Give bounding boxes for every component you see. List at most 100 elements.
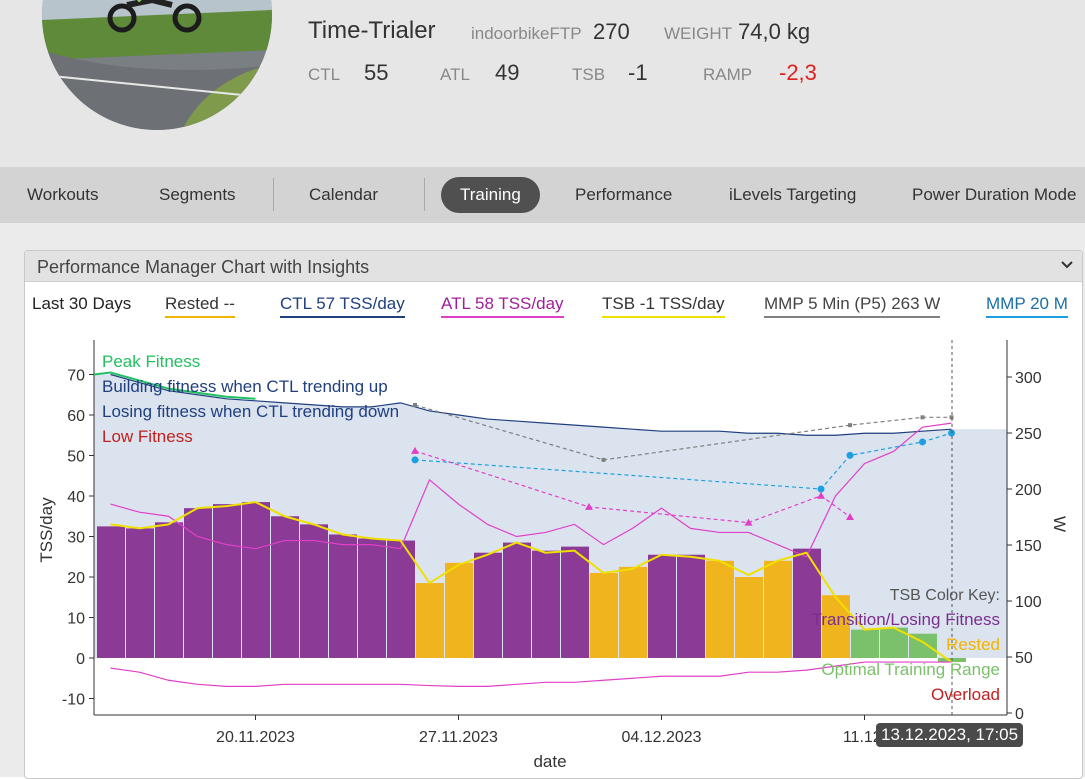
tsb-key-item: Rested <box>946 635 1000 654</box>
tsb-bar[interactable] <box>764 560 792 658</box>
tab-power-duration-model[interactable]: Power Duration Mode <box>912 185 1077 204</box>
tab-performance[interactable]: Performance <box>575 185 673 204</box>
tsb-bar[interactable] <box>619 566 647 658</box>
tab-calendar[interactable]: Calendar <box>309 185 378 204</box>
tsb-bar[interactable] <box>735 577 763 658</box>
tsb-bar[interactable] <box>155 522 183 658</box>
tsb-bar[interactable] <box>793 548 821 658</box>
tsb-bar[interactable] <box>474 552 502 658</box>
legend-rested[interactable]: Rested -- <box>165 294 235 318</box>
mmp-marker[interactable] <box>817 485 825 493</box>
tab-training[interactable]: Training <box>441 177 540 213</box>
mmp-marker[interactable] <box>817 491 825 499</box>
tsb-bar[interactable] <box>213 504 241 658</box>
y2-tick-label: 300 <box>1015 370 1042 387</box>
period-selector[interactable]: Last 30 Days <box>32 294 132 313</box>
tsb-bar[interactable] <box>822 595 850 658</box>
ramp-value: -2,3 <box>779 60 817 85</box>
insight-label: Losing fitness when CTL trending down <box>102 402 399 421</box>
profile-header: Time-Trialer indoorbikeFTP 270 WEIGHT 74… <box>0 0 1085 167</box>
y2-tick-label: 250 <box>1015 426 1042 443</box>
legend-mmp-5min[interactable]: MMP 5 Min (P5) 263 W <box>764 294 941 318</box>
legend-atl[interactable]: ATL 58 TSS/day <box>441 294 564 318</box>
pmc-chart[interactable]: -10 0 10 20 30 40 50 60 70 0 50 100 150 200 250 300 TSS/… <box>0 340 1085 777</box>
tsb-bar[interactable] <box>329 534 357 658</box>
chart-tooltip: 13.12.2023, 17:05 <box>876 723 1024 747</box>
mmp-marker[interactable] <box>949 415 954 420</box>
tsb-bar[interactable] <box>242 502 270 658</box>
ramp-label: RAMP <box>703 65 753 84</box>
tab-ilevels-targeting[interactable]: iLevels Targeting <box>729 185 857 204</box>
panel-header[interactable]: Performance Manager Chart with Insights <box>25 251 1082 282</box>
tsb-bar[interactable] <box>648 554 676 658</box>
atl-label: ATL <box>440 65 470 84</box>
y-tick-label: 60 <box>67 408 85 425</box>
tsb-bar[interactable] <box>300 524 328 658</box>
mmp-marker[interactable] <box>601 457 606 462</box>
chevron-down-icon[interactable] <box>1060 253 1074 277</box>
atl-value: 49 <box>495 60 520 85</box>
y-tick-label: 40 <box>67 489 85 506</box>
athlete-avatar[interactable] <box>42 0 272 130</box>
y2-tick-label: 150 <box>1015 538 1042 555</box>
x-tick-label: 04.12.2023 <box>621 729 701 746</box>
tsb-bar[interactable] <box>590 572 618 658</box>
mmp-line[interactable] <box>414 404 952 461</box>
mmp-marker[interactable] <box>413 403 417 407</box>
tsb-key-item: Overload <box>931 685 1000 704</box>
tsb-bar[interactable] <box>126 528 154 658</box>
mmp-marker[interactable] <box>846 451 854 459</box>
tsb-bar[interactable] <box>503 542 531 658</box>
tsb-bar[interactable] <box>445 562 473 658</box>
y-tick-label: 10 <box>67 611 85 628</box>
weight-value: 74,0 kg <box>738 19 811 44</box>
tsb-bar[interactable] <box>416 583 444 658</box>
y2-tick-label: 200 <box>1015 482 1042 499</box>
tab-segments[interactable]: Segments <box>159 185 236 204</box>
tsb-key-item: Optimal Training Range <box>821 660 1000 679</box>
legend-ctl[interactable]: CTL 57 TSS/day <box>280 294 405 318</box>
line-ctl[interactable] <box>110 373 952 436</box>
tab-separator <box>424 178 425 211</box>
mmp-marker[interactable] <box>846 513 854 520</box>
x-axis-label: date <box>533 752 566 771</box>
y2-tick-label: 100 <box>1015 594 1042 611</box>
mmp-marker[interactable] <box>848 423 852 428</box>
tab-workouts[interactable]: Workouts <box>27 185 99 204</box>
ftp-value: 270 <box>593 19 630 44</box>
legend-tsb[interactable]: TSB -1 TSS/day <box>602 294 725 318</box>
y-tick-label: 30 <box>67 530 85 547</box>
tsb-bar[interactable] <box>387 540 415 658</box>
tsb-bar[interactable] <box>184 508 212 658</box>
mmp-marker[interactable] <box>920 415 925 420</box>
tsb-bar[interactable] <box>97 526 125 658</box>
peak-fitness-line <box>93 371 256 400</box>
tsb-bar[interactable] <box>677 554 705 658</box>
mmp-marker[interactable] <box>919 438 926 446</box>
y-tick-label: -10 <box>62 692 85 709</box>
tsb-bar[interactable] <box>706 560 734 658</box>
ftp-label: indoorbikeFTP <box>471 24 582 43</box>
tab-separator <box>273 178 274 211</box>
line-atl[interactable] <box>110 422 952 558</box>
tsb-bar[interactable] <box>532 550 560 658</box>
insight-label: Building fitness when CTL trending up <box>102 377 388 396</box>
mmp-marker[interactable] <box>744 518 753 526</box>
mmp-marker[interactable] <box>411 456 419 464</box>
tsb-value: -1 <box>628 60 648 85</box>
tsb-bar[interactable] <box>851 629 879 658</box>
avatar-photo <box>42 0 272 130</box>
mmp-marker[interactable] <box>585 502 593 510</box>
line-tsb[interactable] <box>110 501 953 663</box>
x-tick-label: 11.12. <box>843 729 886 746</box>
legend-mmp-20min[interactable]: MMP 20 M <box>986 294 1068 318</box>
insight-label: Low Fitness <box>102 427 193 446</box>
tsb-label: TSB <box>572 65 606 84</box>
tsb-bar[interactable] <box>358 538 386 658</box>
panel-title: Performance Manager Chart with Insights <box>37 257 370 277</box>
tsb-bar[interactable] <box>271 516 299 658</box>
line-atl-ctl[interactable] <box>110 661 952 687</box>
tsb-bar[interactable] <box>561 546 589 658</box>
y-tick-label: 70 <box>67 368 85 385</box>
mmp-marker[interactable] <box>411 446 419 454</box>
